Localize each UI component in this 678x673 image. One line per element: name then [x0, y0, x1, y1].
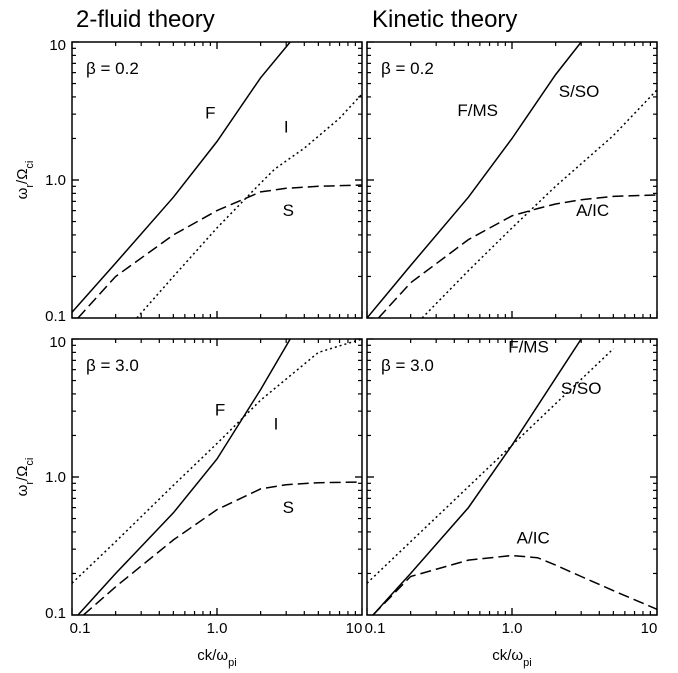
curve-i	[72, 339, 362, 584]
y-axis-label: ωr/Ωci	[14, 458, 36, 497]
panels: F I Sβ = 0.2 0.1 1.0 10 ωr/Ωci F/MS S/SO A/IC β = …	[14, 37, 658, 669]
plot-frame	[366, 41, 658, 319]
curve-label-f-ms: F/MS	[457, 101, 498, 120]
beta-annotation: β = 3.0	[381, 356, 434, 375]
x-tick-label: 0.1	[70, 620, 91, 637]
curve-label-a-ic: A/IC	[576, 201, 609, 220]
curve-a-ic	[372, 554, 657, 615]
x-tick-label: 1.0	[502, 620, 523, 637]
curve-label-s: S	[283, 201, 294, 220]
x-tick-label: 10	[641, 620, 658, 637]
plot-frame	[366, 338, 658, 616]
curve-label-f: F	[205, 103, 215, 122]
curve-label-s-so: S/SO	[559, 82, 600, 101]
beta-annotation: β = 0.2	[86, 59, 139, 78]
y-tick-label: 1.0	[45, 469, 66, 486]
curve-label-s: S	[283, 498, 294, 517]
curve-s-so	[367, 348, 614, 584]
curve-a-ic	[377, 194, 657, 318]
x-tick-label: 0.1	[365, 620, 386, 637]
x-axis-label: ck/ωpi	[492, 647, 531, 669]
curve-label-f-ms: F/MS	[508, 337, 549, 356]
y-tick-label: 10	[49, 334, 66, 351]
curve-f-ms	[372, 339, 582, 615]
beta-annotation: β = 3.0	[86, 356, 139, 375]
beta-annotation: β = 0.2	[381, 59, 434, 78]
y-tick-label: 0.1	[45, 605, 66, 622]
curve-f	[77, 339, 291, 615]
curve-label-f: F	[215, 400, 225, 419]
curve-label-a-ic: A/IC	[517, 528, 550, 547]
panel-4: F/MS S/SO A/IC β = 3.0 0.1 1.0 10 ck/ωpi	[365, 337, 658, 669]
panel-3: F I Sβ = 3.0 0.1 1.0 10 ωr/Ωci 0.1 1.0 10 ck/ωpi	[14, 334, 363, 669]
curve-f-ms	[367, 42, 582, 318]
plot-frame	[71, 338, 363, 616]
column-title-kinetic: Kinetic theory	[372, 6, 517, 33]
x-tick-label: 1.0	[207, 620, 228, 637]
curve-f	[72, 42, 291, 313]
curve-s	[83, 481, 362, 615]
curve-label-s-so: S/SO	[561, 379, 602, 398]
column-title-2-fluid: 2-fluid theory	[76, 6, 215, 33]
curve-s-so	[421, 89, 657, 318]
curve-i	[136, 93, 362, 318]
ticks	[366, 41, 658, 319]
y-tick-label: 1.0	[45, 172, 66, 189]
plot-frame	[71, 41, 363, 319]
x-axis-label: ck/ωpi	[197, 647, 236, 669]
y-axis-label: ωr/Ωci	[14, 161, 36, 200]
y-tick-label: 0.1	[45, 308, 66, 325]
curve-label-i: I	[284, 118, 289, 137]
panel-1: F I Sβ = 0.2 0.1 1.0 10 ωr/Ωci	[14, 37, 363, 325]
panel-2: F/MS S/SO A/IC β = 0.2	[366, 41, 658, 319]
y-tick-label: 10	[49, 37, 66, 54]
curve-s	[77, 184, 362, 318]
curve-label-i: I	[274, 415, 279, 434]
x-tick-label: 10	[346, 620, 363, 637]
